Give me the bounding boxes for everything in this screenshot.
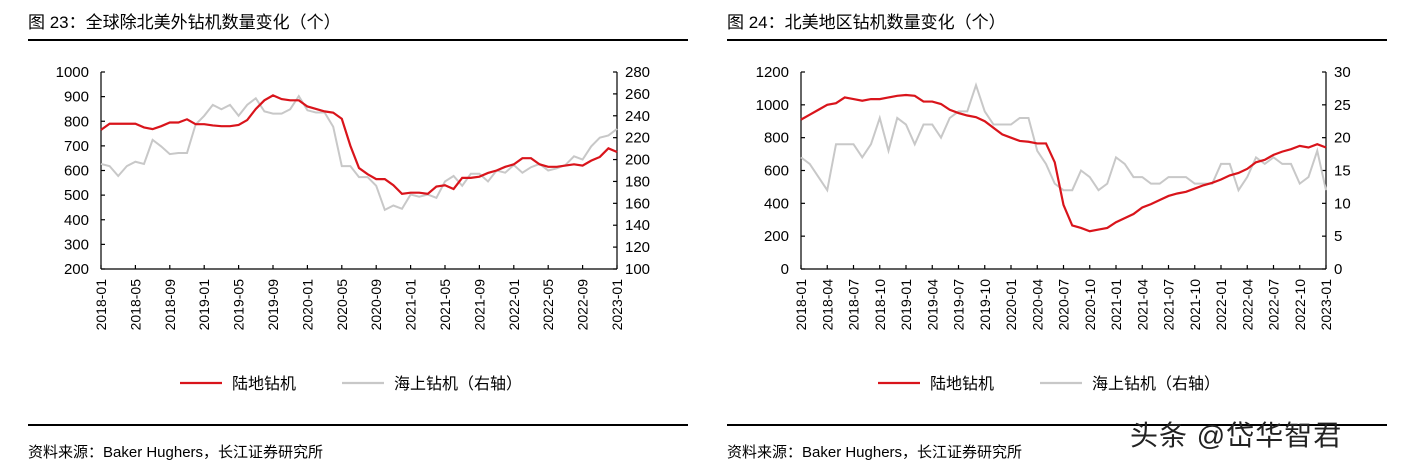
y-left-tick-label: 400 [764, 195, 789, 212]
y-right-tick-label: 30 [1334, 64, 1351, 81]
y-right-tick-label: 140 [625, 217, 650, 234]
series-offshore [100, 94, 618, 212]
y-left-tick-label: 800 [64, 113, 89, 130]
legend-label: 陆地钻机 [232, 375, 296, 393]
x-tick-label: 2019-04 [924, 279, 940, 331]
series-offshore [800, 81, 1327, 193]
y-right-tick-label: 220 [625, 130, 650, 147]
x-tick-label: 2020-01 [299, 279, 315, 331]
x-tick-label: 2021-09 [471, 279, 487, 331]
x-tick-label: 2021-05 [437, 279, 453, 331]
x-tick-label: 2018-09 [162, 279, 178, 331]
y-right-tick-label: 260 [625, 86, 650, 103]
x-tick-label: 2020-09 [368, 279, 384, 331]
legend-label: 海上钻机（右轴） [1092, 375, 1220, 393]
title-rule [727, 39, 1387, 41]
y-right-tick-label: 15 [1334, 163, 1351, 180]
x-tick-label: 2018-10 [872, 279, 888, 331]
source-note-23: 资料来源：Baker Hughers，长江证券研究所 [28, 444, 324, 461]
y-left-tick-label: 600 [64, 163, 89, 180]
chart-title-24: 图 24：北美地区钻机数量变化（个） [727, 13, 1006, 32]
x-tick-label: 2019-10 [977, 279, 993, 331]
y-right-tick-label: 240 [625, 108, 650, 125]
x-tick-label: 2022-01 [506, 279, 522, 331]
y-left-tick-label: 400 [64, 212, 89, 229]
x-tick-label: 2019-01 [898, 279, 914, 331]
x-tick-label: 2021-07 [1161, 279, 1177, 331]
series-line-offshore [800, 81, 1327, 193]
y-left-tick-label: 700 [64, 138, 89, 155]
chart-title-23: 图 23：全球除北美外钻机数量变化（个） [28, 13, 341, 32]
x-tick-label: 2020-01 [1003, 279, 1019, 331]
y-left-tick-label: 800 [764, 130, 789, 147]
source-note-24: 资料来源：Baker Hughers，长江证券研究所 [727, 444, 1023, 461]
y-left-tick-label: 1200 [756, 64, 789, 81]
title-rule [28, 39, 688, 41]
x-tick-label: 2018-01 [93, 279, 109, 331]
series-land [100, 94, 618, 196]
series-land [800, 93, 1327, 233]
y-right-tick-label: 120 [625, 239, 650, 256]
x-tick-label: 2018-07 [846, 279, 862, 331]
x-tick-label: 2019-01 [196, 279, 212, 331]
y-left-tick-label: 1000 [56, 64, 89, 81]
x-tick-label: 2018-04 [819, 279, 835, 331]
x-tick-label: 2022-09 [575, 279, 591, 331]
x-tick-label: 2019-05 [231, 279, 247, 331]
y-left-tick-label: 200 [764, 228, 789, 245]
x-tick-label: 2022-05 [540, 279, 556, 331]
legend-label: 海上钻机（右轴） [394, 375, 522, 393]
y-right-tick-label: 200 [625, 152, 650, 169]
y-right-tick-label: 280 [625, 64, 650, 81]
y-left-tick-label: 200 [64, 261, 89, 278]
y-right-tick-label: 10 [1334, 195, 1351, 212]
y-right-tick-label: 180 [625, 173, 650, 190]
x-tick-label: 2020-05 [334, 279, 350, 331]
x-tick-label: 2021-04 [1134, 279, 1150, 331]
x-tick-label: 2022-10 [1292, 279, 1308, 331]
x-tick-label: 2019-09 [265, 279, 281, 331]
source-rule [28, 424, 688, 426]
x-tick-label: 2021-01 [1108, 279, 1124, 331]
y-right-tick-label: 20 [1334, 130, 1351, 147]
x-tick-label: 2022-07 [1266, 279, 1282, 331]
x-tick-label: 2023-01 [609, 279, 625, 331]
y-left-tick-label: 900 [64, 89, 89, 106]
x-tick-label: 2022-04 [1239, 279, 1255, 331]
x-tick-label: 2019-07 [951, 279, 967, 331]
y-left-tick-label: 0 [781, 261, 789, 278]
x-tick-label: 2021-10 [1187, 279, 1203, 331]
y-left-tick-label: 1000 [756, 97, 789, 114]
y-left-tick-label: 300 [64, 236, 89, 253]
x-tick-label: 2020-04 [1029, 279, 1045, 331]
y-left-tick-label: 600 [764, 163, 789, 180]
x-tick-label: 2020-10 [1082, 279, 1098, 331]
y-right-tick-label: 5 [1334, 228, 1342, 245]
legend-label: 陆地钻机 [930, 375, 994, 393]
x-tick-label: 2023-01 [1318, 279, 1334, 331]
watermark: 头条 @岱华智君 [1130, 420, 1343, 451]
x-tick-label: 2022-01 [1213, 279, 1229, 331]
source-rule [727, 424, 1387, 426]
y-right-tick-label: 25 [1334, 97, 1351, 114]
x-tick-label: 2021-01 [403, 279, 419, 331]
y-right-tick-label: 0 [1334, 261, 1342, 278]
x-tick-label: 2020-07 [1056, 279, 1072, 331]
x-tick-label: 2018-05 [127, 279, 143, 331]
y-right-tick-label: 100 [625, 261, 650, 278]
x-tick-label: 2018-01 [793, 279, 809, 331]
y-left-tick-label: 500 [64, 187, 89, 204]
y-right-tick-label: 160 [625, 195, 650, 212]
